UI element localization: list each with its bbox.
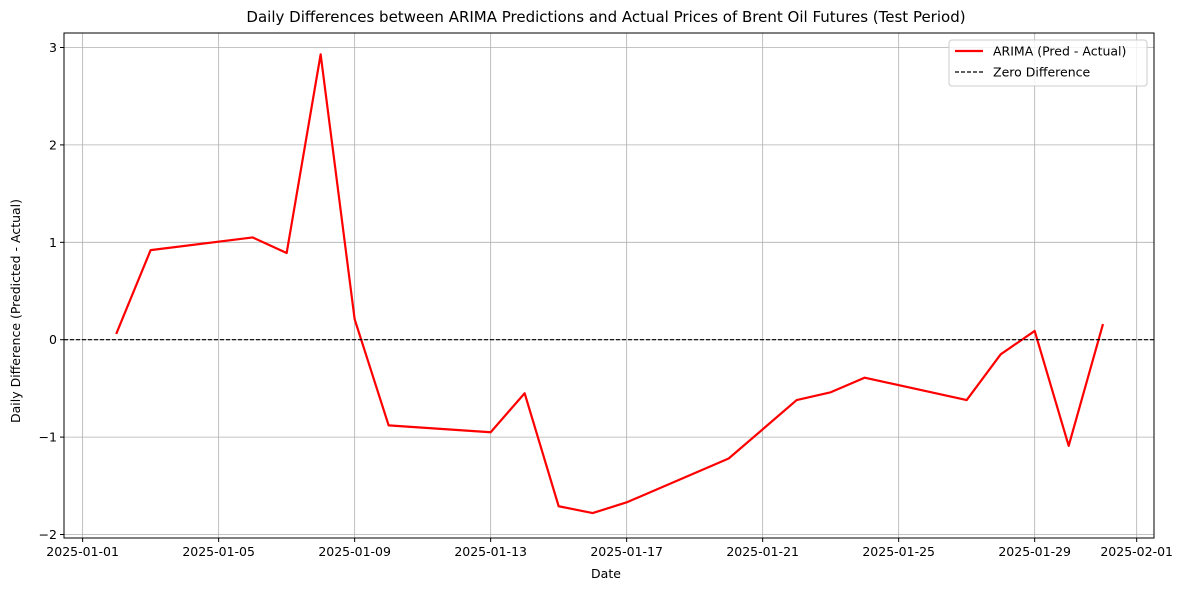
- x-tick-label: 2025-02-01: [1100, 544, 1173, 559]
- legend-box: [948, 39, 1148, 87]
- x-axis-ticks: 2025-01-01 2025-01-05 2025-01-09 2025-01-13…: [46, 538, 1173, 559]
- y-tick-label: 1: [49, 235, 57, 250]
- legend-label-zero: Zero Difference: [993, 65, 1090, 80]
- legend-label-arima: ARIMA (Pred - Actual): [993, 44, 1126, 59]
- y-axis-ticks: −2 −1 0 1 2 3: [39, 40, 64, 542]
- x-axis-label: Date: [591, 566, 621, 581]
- y-axis-label: Daily Difference (Predicted - Actual): [8, 199, 23, 423]
- x-tick-label: 2025-01-17: [590, 544, 663, 559]
- chart-title: Daily Differences between ARIMA Predicti…: [246, 8, 965, 26]
- x-tick-label: 2025-01-09: [318, 544, 391, 559]
- x-tick-label: 2025-01-01: [46, 544, 119, 559]
- y-tick-label: 3: [49, 40, 57, 55]
- x-tick-label: 2025-01-25: [862, 544, 935, 559]
- y-tick-label: −2: [39, 527, 57, 542]
- x-tick-label: 2025-01-29: [998, 544, 1071, 559]
- legend: ARIMA (Pred - Actual) Zero Difference: [948, 39, 1148, 87]
- y-tick-label: 2: [49, 137, 57, 152]
- y-tick-label: −1: [39, 430, 57, 445]
- series-layer: [64, 53, 1154, 515]
- grid: [64, 33, 1154, 538]
- plot-frame: [63, 32, 1155, 539]
- x-tick-label: 2025-01-21: [726, 544, 799, 559]
- y-tick-label: 0: [49, 332, 57, 347]
- arima-difference-line: [115, 53, 1105, 515]
- x-tick-label: 2025-01-13: [454, 544, 527, 559]
- x-tick-label: 2025-01-05: [182, 544, 255, 559]
